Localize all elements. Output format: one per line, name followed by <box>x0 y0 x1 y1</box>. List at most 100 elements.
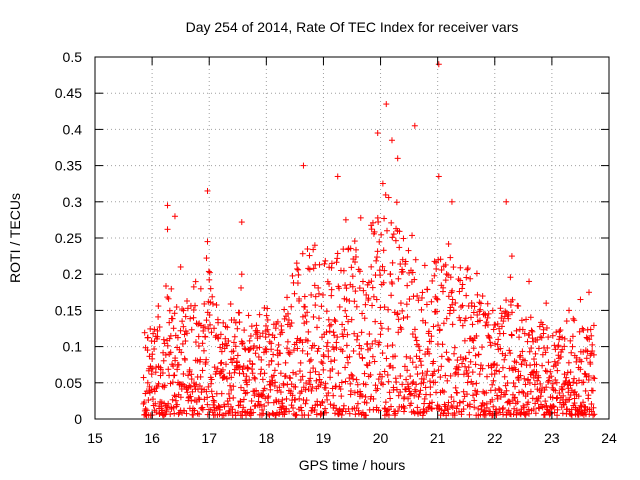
data-point <box>140 374 147 381</box>
data-point <box>339 348 346 355</box>
data-point <box>286 374 293 381</box>
data-point <box>544 406 551 413</box>
data-point <box>251 374 258 381</box>
data-point <box>293 339 300 346</box>
x-tick-label: 24 <box>601 430 617 446</box>
data-point <box>582 387 589 394</box>
data-point <box>466 349 473 356</box>
data-point <box>389 259 396 266</box>
data-point <box>287 375 294 382</box>
data-point <box>182 313 189 320</box>
data-point <box>423 408 430 415</box>
data-point <box>191 407 198 414</box>
data-point <box>369 340 376 347</box>
y-tick-label: 0.2 <box>63 266 83 282</box>
data-point <box>462 315 469 322</box>
data-point <box>284 294 291 301</box>
data-point <box>345 318 352 325</box>
data-point <box>490 403 497 410</box>
data-point <box>219 341 226 348</box>
data-point <box>230 355 237 362</box>
data-point <box>526 278 533 285</box>
data-point <box>435 61 442 68</box>
y-axis-label: ROTI / TECUs <box>7 193 23 283</box>
data-point <box>573 354 580 361</box>
data-point <box>554 406 561 413</box>
data-point <box>412 334 419 341</box>
data-point <box>464 266 471 273</box>
data-point <box>326 322 333 329</box>
data-point <box>164 404 171 411</box>
data-point <box>168 285 175 292</box>
data-point <box>543 300 550 307</box>
data-point <box>424 286 431 293</box>
data-point <box>428 405 435 412</box>
data-point <box>421 262 428 269</box>
data-point <box>195 395 202 402</box>
data-point <box>479 344 486 351</box>
data-point <box>374 248 381 255</box>
data-point <box>487 339 494 346</box>
data-point <box>322 405 329 412</box>
data-point <box>406 391 413 398</box>
data-point <box>519 326 526 333</box>
data-point <box>205 325 212 332</box>
data-point <box>559 410 566 417</box>
data-point <box>430 370 437 377</box>
data-point <box>330 392 337 399</box>
data-point <box>246 358 253 365</box>
data-point <box>217 360 224 367</box>
data-point <box>228 386 235 393</box>
data-point <box>399 307 406 314</box>
data-point <box>521 404 528 411</box>
data-point <box>277 370 284 377</box>
data-point <box>365 295 372 302</box>
data-point <box>283 395 290 402</box>
data-point <box>477 300 484 307</box>
data-point <box>339 321 346 328</box>
data-point <box>208 329 215 336</box>
data-point <box>519 388 526 395</box>
data-point <box>332 318 339 325</box>
data-point <box>409 331 416 338</box>
data-point <box>389 234 396 241</box>
data-point <box>483 319 490 326</box>
data-point <box>190 411 197 418</box>
data-point <box>532 350 539 357</box>
data-point <box>213 368 220 375</box>
data-point <box>338 379 345 386</box>
data-point <box>342 408 349 415</box>
data-point <box>345 359 352 366</box>
data-point <box>486 335 493 342</box>
data-point <box>489 307 496 314</box>
data-point <box>347 380 354 387</box>
data-point <box>449 404 456 411</box>
data-point <box>294 265 301 272</box>
data-point <box>241 345 248 352</box>
data-point <box>166 307 173 314</box>
data-point <box>260 410 267 417</box>
data-point <box>435 322 442 329</box>
data-point <box>462 355 469 362</box>
data-point <box>286 408 293 415</box>
data-point <box>539 321 546 328</box>
data-point <box>298 388 305 395</box>
data-point <box>399 268 406 275</box>
data-point <box>147 325 154 332</box>
data-point <box>318 358 325 365</box>
data-point <box>186 366 193 373</box>
data-point <box>403 376 410 383</box>
data-point <box>543 384 550 391</box>
data-point <box>152 369 159 376</box>
data-point <box>549 332 556 339</box>
data-point <box>489 396 496 403</box>
data-point <box>234 325 241 332</box>
data-point <box>309 383 316 390</box>
data-point <box>575 393 582 400</box>
data-point <box>585 395 592 402</box>
data-point <box>206 276 213 283</box>
data-point <box>527 314 534 321</box>
data-point <box>144 334 151 341</box>
data-point <box>164 226 171 233</box>
data-point <box>395 329 402 336</box>
